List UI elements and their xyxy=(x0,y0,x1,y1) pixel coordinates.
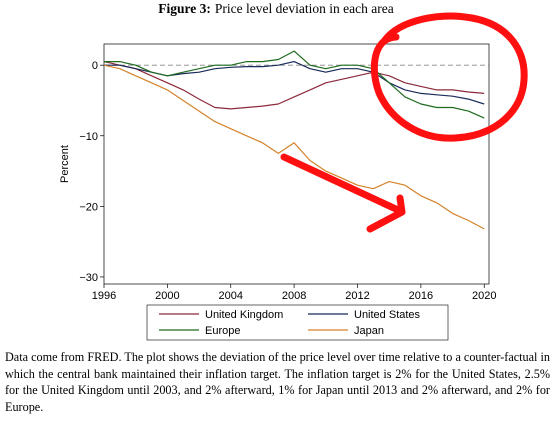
figure-title-text: Price level deviation in each area xyxy=(215,1,394,16)
legend: United Kingdom United States Europe Japan xyxy=(159,309,421,337)
y-axis-label: Percent xyxy=(59,145,71,183)
annotation-arrow-head xyxy=(366,194,406,233)
y-tick-label: −30 xyxy=(79,272,98,284)
x-tick-label: 2004 xyxy=(219,290,243,302)
x-tick-label: 2000 xyxy=(155,290,179,302)
legend-box xyxy=(146,304,449,341)
legend-label-europe: Europe xyxy=(205,325,240,337)
legend-label-japan: Japan xyxy=(354,325,384,337)
series-line-united-states xyxy=(104,60,485,105)
legend-label-united-kingdom: United Kingdom xyxy=(205,309,283,321)
legend-label-united-states: United States xyxy=(354,309,421,321)
series-layer xyxy=(103,50,485,230)
figure-caption: Data come from FRED. The plot shows the … xyxy=(5,350,550,414)
y-tick-label: −20 xyxy=(79,201,98,213)
series-line-europe xyxy=(104,50,485,119)
x-tick-label: 2016 xyxy=(409,290,433,302)
y-axis: 0 −10 −20 −30 xyxy=(79,60,104,284)
figure-label: Figure 3: xyxy=(158,1,211,16)
x-tick-label: 1996 xyxy=(92,290,116,302)
series-line-united-kingdom xyxy=(103,61,485,110)
plot-frame xyxy=(103,43,490,285)
x-axis: 1996 2000 2004 2008 2012 2016 2020 xyxy=(92,284,496,302)
figure-title: Figure 3: Price level deviation in each a… xyxy=(158,1,393,16)
annotation-arrow-line xyxy=(280,153,402,214)
y-tick-label: −10 xyxy=(79,131,98,143)
price-deviation-chart: Figure 3: Price level deviation in each a… xyxy=(59,1,528,341)
annotation-circle xyxy=(370,12,528,142)
y-tick-label: 0 xyxy=(92,60,98,72)
x-tick-label: 2020 xyxy=(472,290,496,302)
x-tick-label: 2008 xyxy=(282,290,306,302)
series-line-japan xyxy=(103,64,485,230)
x-tick-label: 2012 xyxy=(345,290,369,302)
